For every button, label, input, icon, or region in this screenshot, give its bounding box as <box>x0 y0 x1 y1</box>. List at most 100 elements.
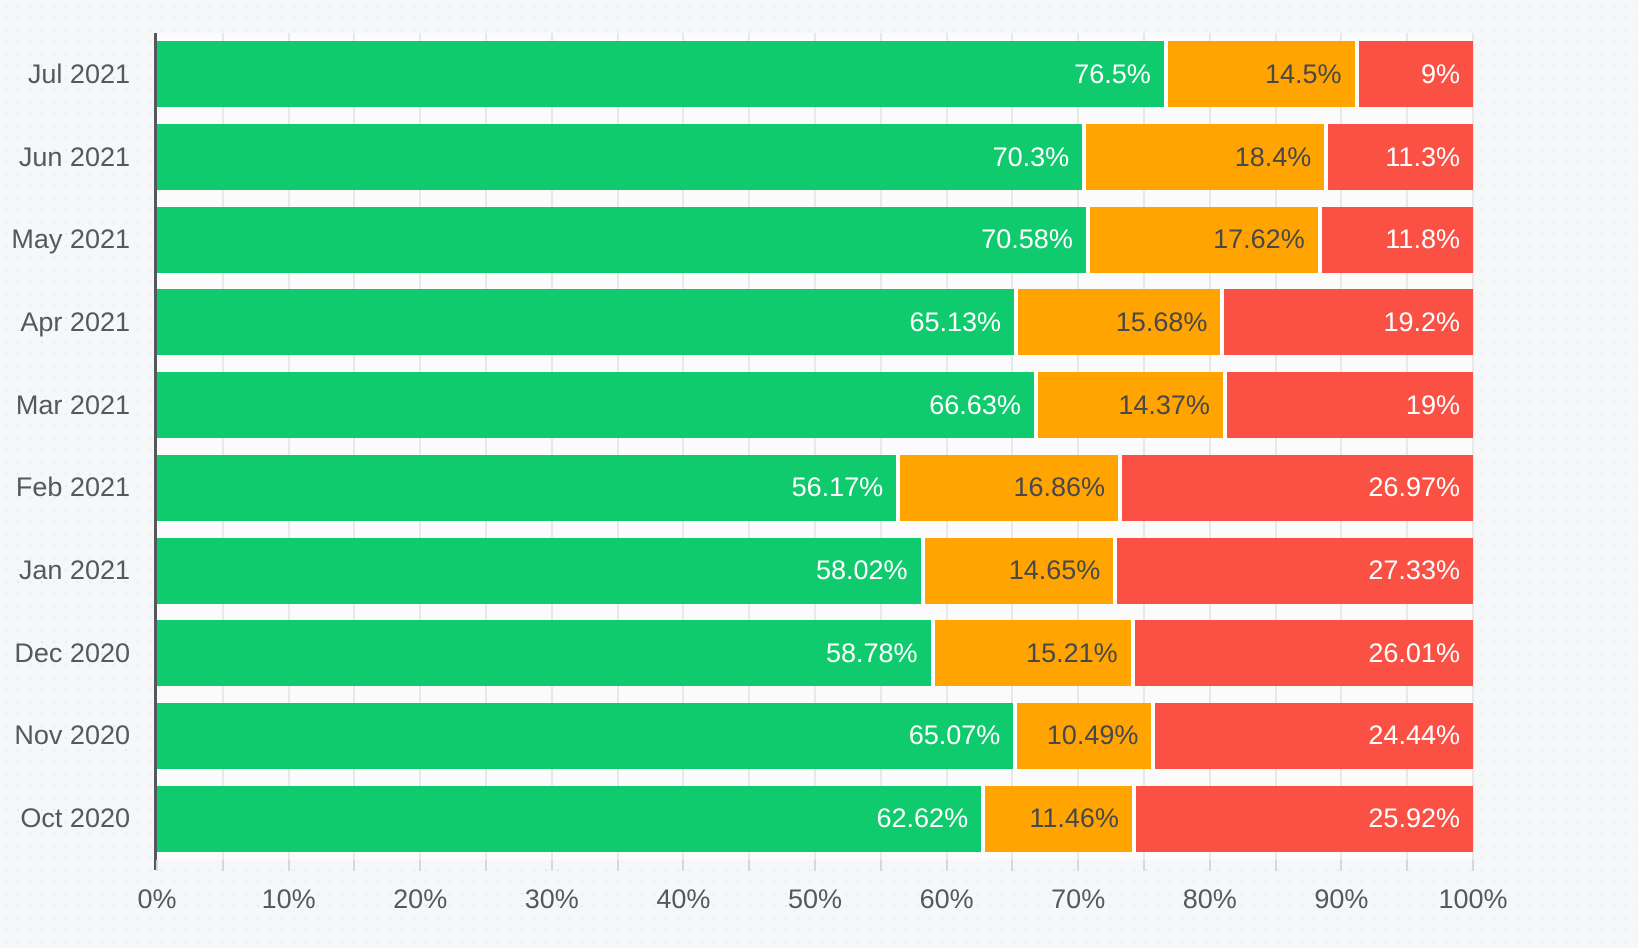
grid-line <box>1011 33 1014 860</box>
bar-segment-orange[interactable]: 14.37% <box>1033 372 1223 439</box>
axis-tick <box>616 860 619 871</box>
bar-row: 76.5% 14.5% 9% <box>157 41 1473 108</box>
bar-segment-green[interactable]: 58.78% <box>157 620 931 687</box>
bar-row: 58.02% 14.65% 27.33% <box>157 537 1473 604</box>
bar-segment-orange[interactable]: 15.21% <box>930 620 1131 687</box>
bar-row: 65.13% 15.68% 19.2% <box>157 289 1473 356</box>
bar-value-label: 65.07% <box>908 720 1001 751</box>
bar-value-label: 70.58% <box>981 224 1073 255</box>
bar-segment-red[interactable]: 26.97% <box>1118 454 1473 521</box>
category-label: May 2021 <box>11 224 130 255</box>
category-label: Dec 2020 <box>14 637 130 668</box>
bar-segment-orange[interactable]: 16.86% <box>896 454 1119 521</box>
category-label: Jun 2021 <box>18 141 130 172</box>
bar-segment-green[interactable]: 70.58% <box>157 206 1086 273</box>
bar-segment-red[interactable]: 19.2% <box>1220 289 1473 356</box>
axis-tick <box>1274 860 1277 871</box>
grid-line <box>1077 33 1080 860</box>
axis-tick <box>1340 860 1343 871</box>
x-tick-label: 10% <box>261 884 316 914</box>
bar-segment-red[interactable]: 27.33% <box>1113 537 1473 604</box>
category-label: Oct 2020 <box>20 803 130 834</box>
axis-tick <box>1208 860 1211 871</box>
bar-value-label: 9% <box>1420 58 1460 89</box>
axis-tick <box>221 860 224 871</box>
grid-line <box>1406 33 1409 860</box>
bar-value-label: 19.2% <box>1383 306 1460 337</box>
axis-tick <box>353 860 356 871</box>
x-tick-label: 50% <box>787 884 843 914</box>
bar-segment-red[interactable]: 11.8% <box>1317 206 1473 273</box>
bar-value-label: 14.5% <box>1264 58 1342 89</box>
bar-segment-red[interactable]: 25.92% <box>1131 785 1473 852</box>
axis-tick <box>550 860 553 871</box>
bar-row: 62.62% 11.46% 25.92% <box>157 785 1473 852</box>
bar-segment-red[interactable]: 24.44% <box>1151 702 1473 769</box>
bar-value-label: 62.62% <box>876 803 969 834</box>
category-label: Jul 2021 <box>27 58 130 89</box>
grid-line <box>879 33 882 860</box>
bar-value-label: 58.02% <box>815 555 908 586</box>
x-axis: 0% 10% 20% 30% 40% 50% 60% 70% 80% 90% 100% <box>137 860 1508 948</box>
bar-row: 58.78% 15.21% 26.01% <box>157 620 1473 687</box>
x-tick-label: 100% <box>1438 884 1508 914</box>
grid-line <box>221 33 224 860</box>
bar-segment-orange[interactable]: 14.65% <box>920 537 1114 604</box>
axis-tick <box>879 860 882 871</box>
bar-segment-green[interactable]: 70.3% <box>157 124 1083 191</box>
bar-segment-red[interactable]: 11.3% <box>1324 124 1473 191</box>
bar-row: 65.07% 10.49% 24.44% <box>157 702 1473 769</box>
bar-row: 56.17% 16.86% 26.97% <box>157 454 1473 521</box>
bar-value-label: 66.63% <box>929 389 1021 420</box>
axis-tick <box>287 860 290 871</box>
bar-segment-red[interactable]: 9% <box>1354 41 1473 108</box>
bar-value-label: 18.4% <box>1234 141 1312 172</box>
grid-line <box>682 33 685 860</box>
axis-tick <box>419 860 422 871</box>
bar-segment-red[interactable]: 19% <box>1222 372 1473 439</box>
grid-line <box>1143 33 1145 860</box>
y-axis-line <box>154 33 157 870</box>
axis-tick <box>1077 860 1080 871</box>
bar-segment-green[interactable]: 56.17% <box>157 454 897 521</box>
grid-line <box>1208 33 1211 860</box>
bar-value-label: 65.13% <box>909 306 1002 337</box>
bar-segment-red[interactable]: 26.01% <box>1130 620 1473 687</box>
bar-segment-orange[interactable]: 15.68% <box>1014 289 1221 356</box>
x-tick-label: 70% <box>1051 884 1106 914</box>
category-label: Nov 2020 <box>14 720 130 751</box>
axis-tick <box>682 860 685 871</box>
bar-value-label: 14.37% <box>1118 389 1210 420</box>
bar-value-label: 11.46% <box>1029 803 1119 834</box>
bar-segment-orange[interactable]: 11.46% <box>981 785 1132 852</box>
bar-value-label: 17.62% <box>1213 224 1305 255</box>
bar-value-label: 15.21% <box>1026 637 1118 668</box>
bar-segment-orange[interactable]: 10.49% <box>1013 702 1152 769</box>
axis-tick <box>1143 860 1145 871</box>
bar-segment-green[interactable]: 65.13% <box>157 289 1015 356</box>
bar-segment-green[interactable]: 66.63% <box>157 372 1034 439</box>
bar-segment-green[interactable]: 58.02% <box>157 537 921 604</box>
bar-segment-green[interactable]: 65.07% <box>157 702 1014 769</box>
grid-line <box>616 33 619 860</box>
bar-value-label: 24.44% <box>1368 720 1460 751</box>
grid-line <box>1274 33 1277 860</box>
axis-tick <box>1472 860 1474 871</box>
bar-segment-orange[interactable]: 17.62% <box>1085 206 1318 273</box>
bar-value-label: 25.92% <box>1368 803 1460 834</box>
axis-tick <box>485 860 487 871</box>
bar-value-label: 56.17% <box>791 472 884 503</box>
bar-value-label: 14.65% <box>1008 555 1101 586</box>
bar-row: 70.3% 18.4% 11.3% <box>157 124 1473 191</box>
bar-segment-green[interactable]: 62.62% <box>157 785 982 852</box>
x-tick-label: 80% <box>1182 884 1237 914</box>
bar-segment-green[interactable]: 76.5% <box>157 41 1164 108</box>
bar-segment-orange[interactable]: 14.5% <box>1163 41 1355 108</box>
axis-tick <box>1406 860 1409 871</box>
category-label: Jan 2021 <box>18 555 130 586</box>
bar-value-label: 27.33% <box>1368 555 1460 586</box>
bar-value-label: 26.97% <box>1368 472 1460 503</box>
grid-line <box>419 33 422 860</box>
bar-segment-orange[interactable]: 18.4% <box>1082 124 1325 191</box>
bar-value-label: 26.01% <box>1368 637 1460 668</box>
